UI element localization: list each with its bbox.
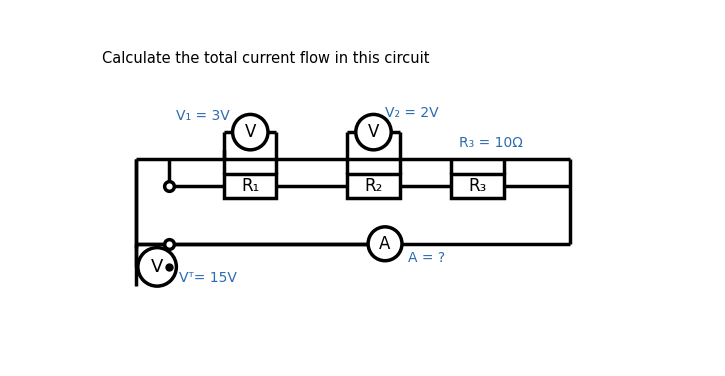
Text: V₂ = 2V: V₂ = 2V — [385, 106, 439, 120]
Bar — [347, 174, 399, 197]
Text: V: V — [151, 258, 163, 276]
Text: R₃ = 10Ω: R₃ = 10Ω — [459, 136, 523, 150]
Text: A = ?: A = ? — [408, 251, 445, 265]
Bar — [224, 174, 276, 197]
Text: V₁ = 3V: V₁ = 3V — [175, 109, 230, 123]
Text: R₁: R₁ — [241, 177, 260, 195]
Circle shape — [138, 248, 176, 286]
Text: Calculate the total current flow in this circuit: Calculate the total current flow in this… — [102, 51, 429, 66]
Circle shape — [368, 227, 402, 261]
Circle shape — [233, 114, 268, 150]
Circle shape — [356, 114, 392, 150]
Text: A: A — [379, 235, 391, 253]
Text: Vᵀ= 15V: Vᵀ= 15V — [180, 271, 237, 285]
Text: V: V — [368, 123, 379, 141]
Text: R₂: R₂ — [364, 177, 383, 195]
Bar — [451, 174, 504, 197]
Text: V: V — [244, 123, 256, 141]
Text: R₃: R₃ — [468, 177, 486, 195]
